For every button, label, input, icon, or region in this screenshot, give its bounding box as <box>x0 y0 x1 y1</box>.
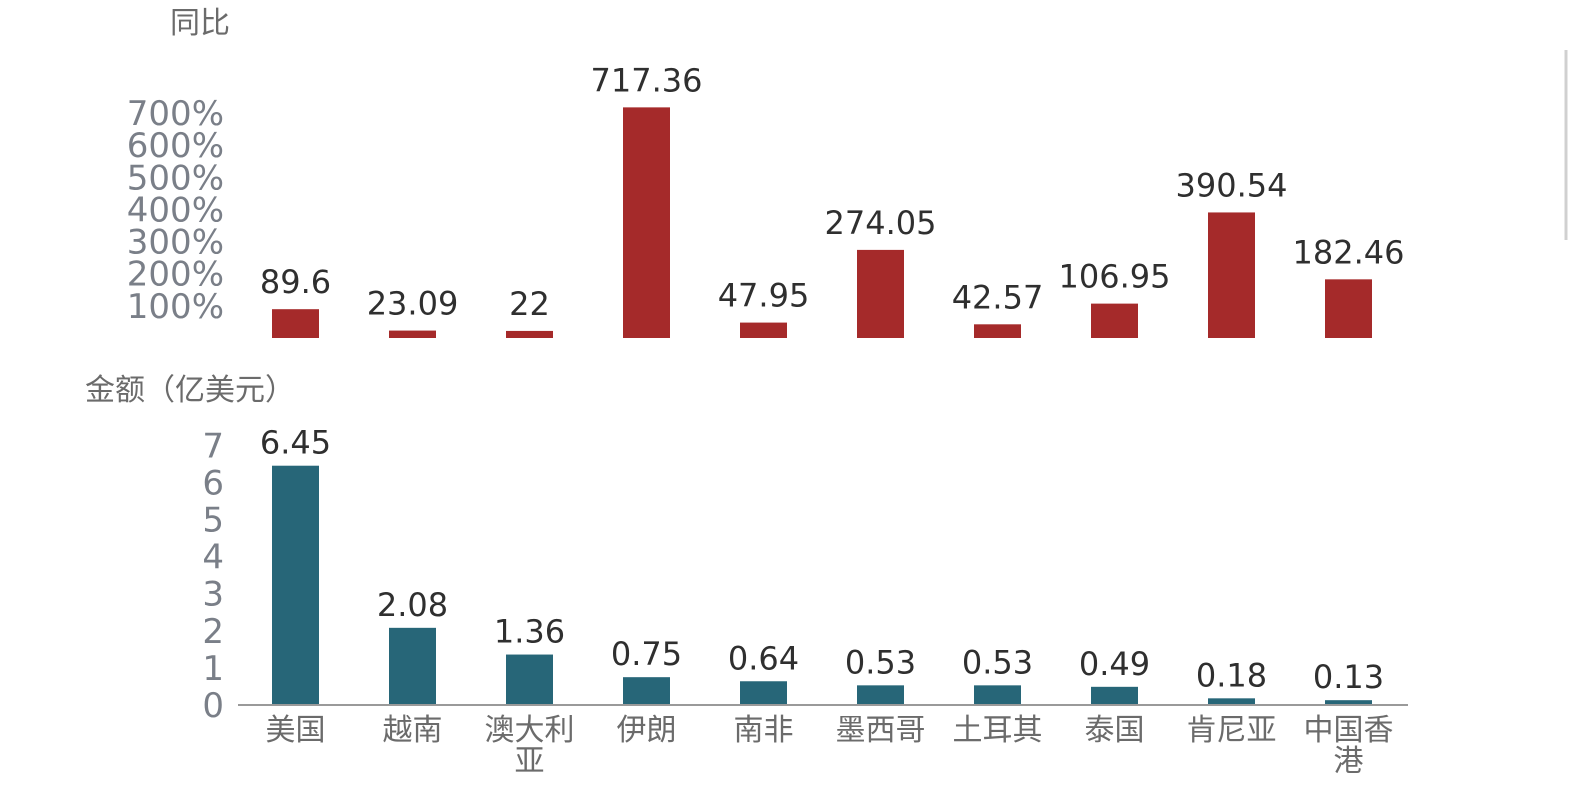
yoy-bar <box>740 322 787 338</box>
yoy-bars <box>272 107 1372 338</box>
amount-data-label: 2.08 <box>377 586 448 624</box>
category-label: 港 <box>1334 744 1364 779</box>
yoy-data-label: 89.6 <box>260 263 331 301</box>
category-label: 泰国 <box>1085 713 1145 748</box>
yoy-axis-title: 同比 <box>170 6 230 41</box>
yoy-data-label: 22 <box>509 285 550 323</box>
amount-tick-label: 6 <box>202 463 224 503</box>
amount-bar <box>1208 698 1255 705</box>
amount-data-label: 6.45 <box>260 424 331 462</box>
yoy-bar <box>1091 303 1138 338</box>
amount-data-label: 0.18 <box>1196 656 1267 694</box>
amount-value-labels: 6.45 2.08 1.36 0.75 0.64 0.53 0.53 0.49 0.18 0.13 <box>260 424 1384 696</box>
amount-data-label: 1.36 <box>494 613 565 651</box>
amount-bar <box>1325 700 1372 705</box>
amount-data-label: 0.75 <box>611 635 682 673</box>
category-label: 中国香 <box>1304 713 1394 748</box>
yoy-tick-label: 400% <box>127 190 224 230</box>
category-label: 美国 <box>266 713 326 748</box>
yoy-data-label: 390.54 <box>1176 166 1288 204</box>
amount-bar <box>974 685 1021 705</box>
amount-data-label: 0.53 <box>845 643 916 681</box>
category-label: 澳大利 <box>485 713 575 748</box>
amount-bar <box>506 654 553 705</box>
yoy-bar <box>1325 279 1372 338</box>
amount-tick-label: 3 <box>202 575 224 615</box>
yoy-bar <box>389 330 436 338</box>
yoy-data-label: 717.36 <box>591 61 703 99</box>
category-label: 亚 <box>515 744 545 779</box>
category-label: 肯尼亚 <box>1187 713 1277 748</box>
amount-bar <box>857 685 904 705</box>
yoy-tick-label: 500% <box>127 158 224 198</box>
yoy-bar <box>623 107 670 338</box>
amount-data-label: 0.64 <box>728 639 799 677</box>
category-label: 南非 <box>734 713 794 748</box>
category-label: 伊朗 <box>617 713 677 748</box>
category-label: 土耳其 <box>953 713 1043 748</box>
amount-bar <box>389 627 436 705</box>
amount-bar <box>623 677 670 705</box>
amount-data-label: 0.13 <box>1313 658 1384 696</box>
yoy-data-label: 23.09 <box>367 285 459 323</box>
yoy-tick-label: 100% <box>127 287 224 327</box>
amount-tick-label: 4 <box>202 538 224 578</box>
category-label: 越南 <box>383 713 443 748</box>
yoy-data-label: 47.95 <box>718 277 810 315</box>
amount-bars <box>272 465 1372 705</box>
amount-bar <box>740 681 787 705</box>
yoy-data-label: 106.95 <box>1059 258 1171 296</box>
yoy-data-label: 42.57 <box>952 278 1044 316</box>
amount-data-label: 0.49 <box>1079 645 1150 683</box>
amount-tick-label: 1 <box>202 649 224 689</box>
yoy-bar <box>506 330 553 338</box>
yoy-tick-label: 300% <box>127 223 224 263</box>
amount-bar <box>1091 686 1138 705</box>
category-label: 墨西哥 <box>836 713 926 748</box>
amount-tick-label: 7 <box>202 426 224 466</box>
yoy-bar <box>974 324 1021 338</box>
yoy-y-axis: 100%200%300%400%500%600%700% <box>127 94 224 327</box>
yoy-data-label: 182.46 <box>1293 233 1405 271</box>
amount-tick-label: 5 <box>202 501 224 541</box>
amount-tick-label: 0 <box>202 686 224 726</box>
amount-bar <box>272 465 319 705</box>
yoy-data-label: 274.05 <box>825 204 937 242</box>
yoy-tick-label: 700% <box>127 94 224 134</box>
amount-tick-label: 2 <box>202 612 224 652</box>
amount-data-label: 0.53 <box>962 643 1033 681</box>
yoy-tick-label: 600% <box>127 126 224 166</box>
yoy-value-labels: 89.6 23.09 22 717.36 47.95 274.05 42.57 106.95 3… <box>260 61 1405 323</box>
amount-axis-title: 金额（亿美元） <box>85 373 295 408</box>
yoy-bar <box>272 309 319 338</box>
yoy-bar <box>857 249 904 338</box>
yoy-bar <box>1208 212 1255 338</box>
yoy-tick-label: 200% <box>127 255 224 295</box>
